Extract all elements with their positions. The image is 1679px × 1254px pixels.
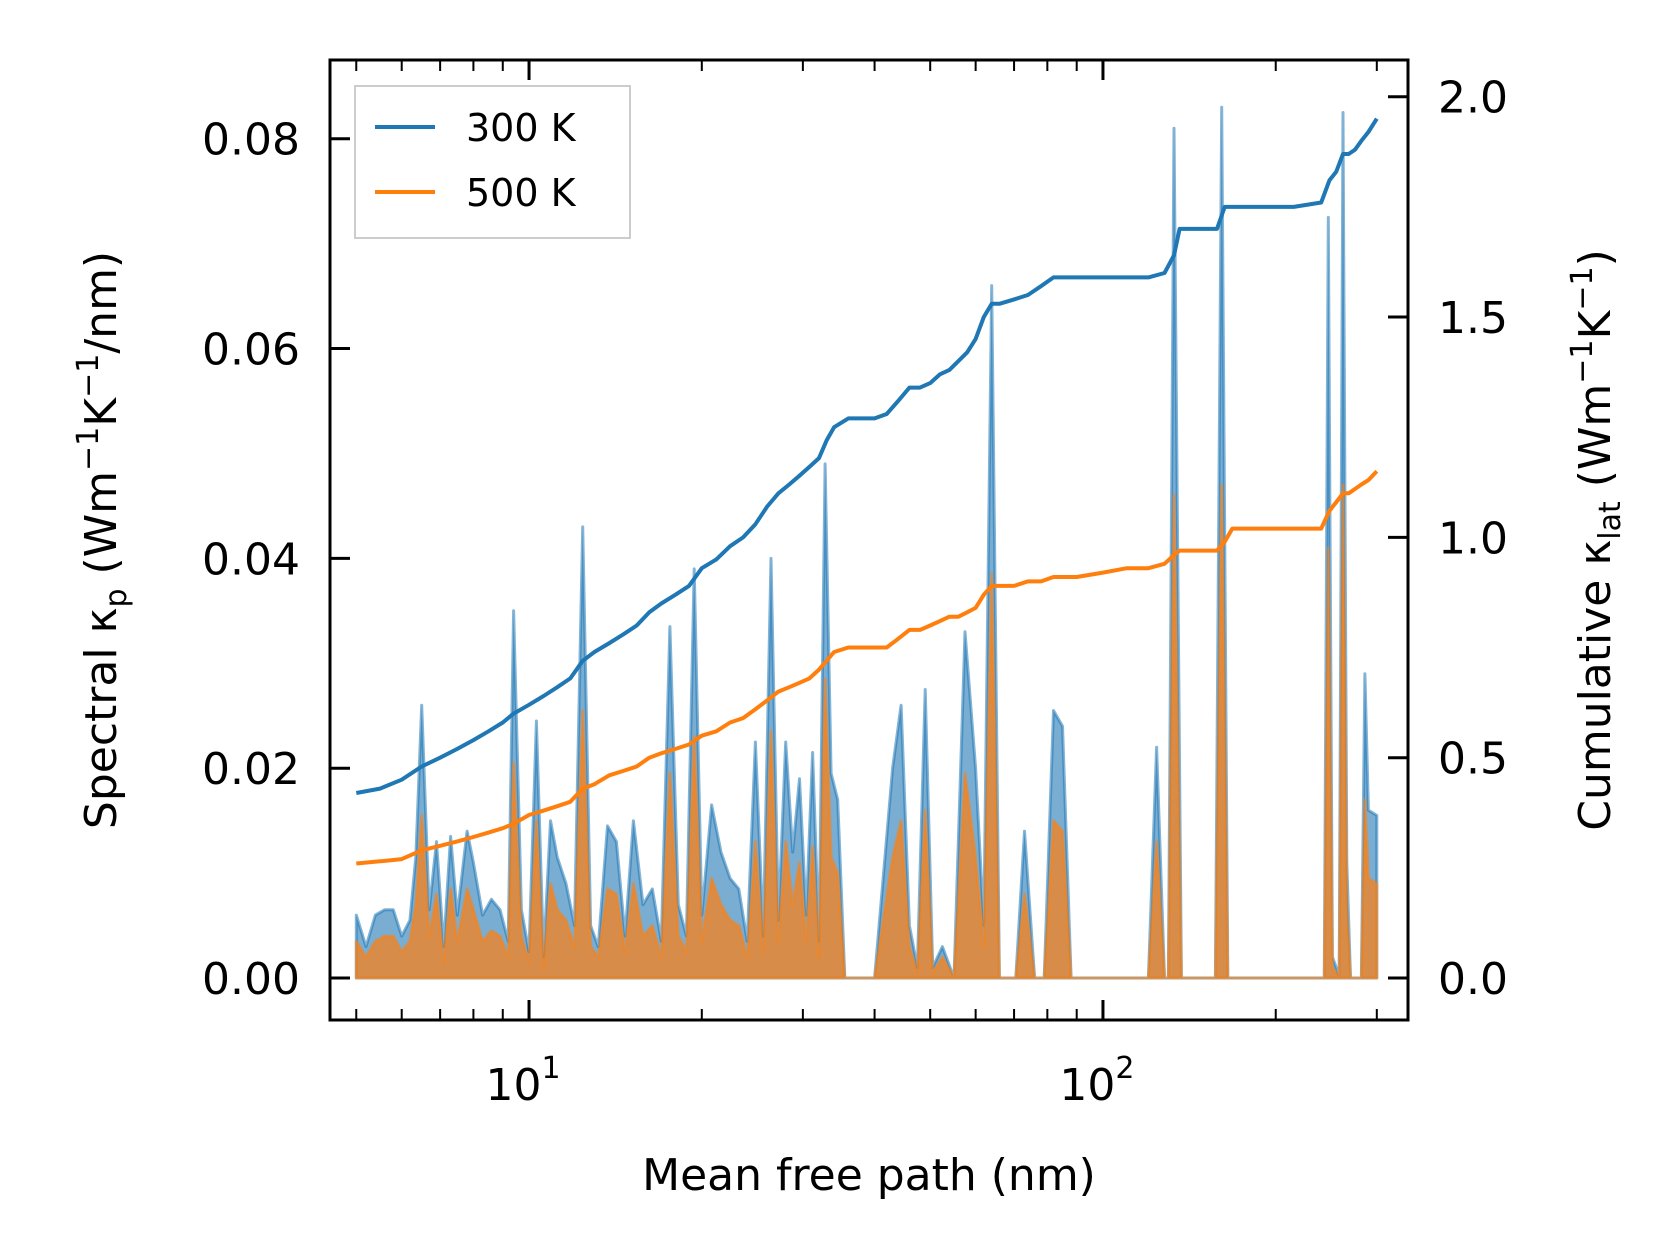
plot-frame <box>328 58 1410 1022</box>
y-left-tick-label: 0.06 <box>202 325 300 376</box>
x-tick-exponent: 1 <box>541 1051 560 1086</box>
x-axis-label: Mean free path (nm) <box>642 1150 1096 1201</box>
cumulative-line-500k <box>356 469 1379 866</box>
y-axis-label-left: Spectral κp (Wm−1K−1/nm) <box>71 251 134 829</box>
y-left-label-k: K <box>76 397 127 427</box>
y-left-label-sup1: −1 <box>71 427 106 471</box>
legend: 300 K 500 K <box>354 85 631 239</box>
spectral-fill-500k <box>354 483 1379 980</box>
y-left-tick-label: 0.04 <box>202 534 300 585</box>
cumulative-line-group <box>355 117 1379 866</box>
y-left-tick-label: 0.00 <box>202 954 300 1005</box>
legend-label-300k: 300 K <box>466 106 577 150</box>
y-right-tick-label: 2.0 <box>1438 73 1508 124</box>
legend-label-500k: 500 K <box>466 171 577 215</box>
y-right-label-sup2: −1 <box>1565 266 1600 310</box>
y-left-label-sub: p <box>99 588 134 607</box>
y-right-tick-label: 1.5 <box>1438 293 1508 344</box>
y-axis-label-right: Cumulative κlat (Wm−1K−1) <box>1565 249 1628 831</box>
y-left-label-tail: /nm) <box>76 251 127 354</box>
y-right-tick-label: 0.0 <box>1438 954 1508 1005</box>
y-right-tick-label: 1.0 <box>1438 513 1508 564</box>
y-right-label-k: K <box>1570 309 1621 339</box>
y-right-label-prefix: Cumulative κ <box>1570 540 1621 831</box>
y-left-label-units: (Wm <box>76 471 127 589</box>
y-left-tick-label: 0.02 <box>202 744 300 795</box>
y-right-label-sup1: −1 <box>1565 339 1600 383</box>
legend-box <box>354 85 631 239</box>
spectral-fill-group <box>354 105 1379 980</box>
y-left-label-prefix: Spectral κ <box>76 608 127 830</box>
y-left-tick-label: 0.08 <box>202 115 300 166</box>
y-right-label-tail: ) <box>1570 249 1621 266</box>
y-right-label-sub: lat <box>1593 501 1628 540</box>
cumulative-line-300k <box>355 117 1379 795</box>
y-left-label-sup2: −1 <box>71 354 106 398</box>
y-right-label-units: (Wm <box>1570 384 1621 502</box>
x-tick-exponent: 2 <box>1115 1051 1134 1086</box>
y-right-tick-label: 0.5 <box>1438 734 1508 785</box>
